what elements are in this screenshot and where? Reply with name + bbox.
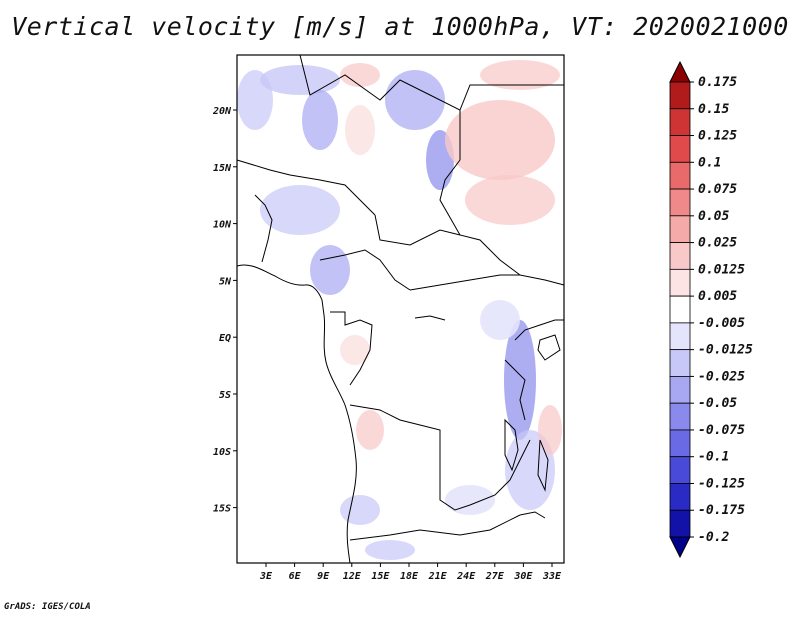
border-libya-egypt	[459, 84, 564, 111]
longitude-axis: 3E 6E 9E 12E 15E 18E 21E 24E 27E 30E 33E	[259, 563, 562, 582]
lat-tick-label: 20N	[212, 106, 232, 117]
atlantic-coastline	[236, 264, 357, 564]
colorbar-label: 0.1	[698, 155, 721, 170]
lon-tick-label: 9E	[317, 571, 330, 582]
lon-tick-label: 12E	[343, 571, 362, 582]
colorbar-label: -0.005	[698, 316, 745, 331]
colorbar-swatch	[669, 108, 691, 136]
colorbar-label: 0.125	[698, 129, 737, 144]
lon-tick-label: 30E	[513, 571, 533, 582]
colorbar-label: -0.025	[698, 369, 745, 384]
colorbar-swatch	[669, 215, 691, 243]
border-cameroon	[319, 249, 411, 291]
border-angola	[349, 404, 471, 511]
colorbar-swatch	[669, 402, 691, 431]
lat-tick-label: 10S	[213, 447, 231, 458]
colorbar-label: 0.15	[698, 102, 729, 117]
lake-kariba	[519, 511, 546, 519]
colorbar-swatch	[669, 268, 691, 297]
lon-tick-label: 3E	[259, 571, 273, 582]
lon-tick-label: 21E	[428, 571, 448, 582]
colorbar-label: 0.175	[698, 75, 737, 90]
colorbar-swatch	[669, 161, 691, 190]
colorbar-swatch	[669, 456, 691, 484]
lat-tick-label: 5N	[219, 276, 232, 287]
colorbar-swatch	[669, 295, 691, 324]
colorbar-swatch	[669, 135, 691, 163]
map-frame	[236, 54, 565, 564]
country-borders	[236, 54, 565, 564]
latitude-axis: 20N 15N 10N 5N EQ 5S 10S 15S	[212, 106, 237, 515]
colorbar-label: 0.025	[698, 236, 737, 251]
colorbar-arrow-bottom	[669, 536, 691, 559]
colorbar-label: 0.05	[698, 209, 729, 224]
border-gabon-congo	[330, 311, 373, 386]
lon-tick-label: 24E	[456, 571, 476, 582]
colorbar-label: 0.0125	[698, 262, 745, 277]
border-tanzania	[504, 359, 526, 421]
colorbar-label: -0.2	[698, 530, 729, 545]
lat-tick-label: 10N	[213, 220, 232, 231]
lake-tanganyika	[504, 418, 519, 472]
border-zambia	[469, 439, 531, 506]
colorbar-swatch	[669, 509, 691, 538]
colorbar-label: -0.05	[698, 396, 737, 411]
border-chad-car	[374, 214, 461, 246]
colorbar-swatch	[669, 349, 691, 377]
border-uganda	[514, 319, 564, 341]
colorbar: 0.175 0.15 0.125 0.1 0.075 0.05 0.025 0.0125 0.0…	[669, 60, 753, 559]
lon-tick-label: 6E	[289, 571, 302, 582]
congo-river	[414, 315, 446, 321]
colorbar-label: -0.1	[698, 450, 729, 465]
colorbar-swatch	[669, 81, 691, 110]
lake-malawi	[537, 439, 549, 492]
border-nigeria-west	[254, 194, 273, 263]
lake-victoria	[537, 334, 561, 361]
border-sahel	[236, 159, 376, 216]
lat-tick-label: 15N	[213, 163, 232, 174]
colorbar-swatch	[669, 429, 691, 458]
colorbar-swatch	[669, 242, 691, 270]
border-car-drc	[409, 274, 565, 291]
colorbar-swatch	[669, 483, 691, 511]
colorbar-arrow-top	[669, 60, 691, 83]
velocity-field	[237, 60, 562, 560]
lon-tick-label: 15E	[371, 571, 390, 582]
border-north	[299, 54, 461, 160]
colorbar-swatch	[669, 322, 691, 351]
lat-tick-label: EQ	[219, 333, 231, 344]
colorbar-swatch	[669, 188, 691, 217]
colorbar-label: -0.0125	[698, 343, 753, 358]
lat-tick-label: 15S	[213, 504, 231, 515]
lat-tick-label: 5S	[219, 390, 231, 401]
footer-credit: GrADS: IGES/COLA	[4, 602, 91, 612]
colorbar-label: 0.005	[698, 289, 737, 304]
colorbar-label: -0.175	[698, 503, 745, 518]
colorbar-label: -0.125	[698, 476, 745, 491]
lon-tick-label: 27E	[485, 571, 505, 582]
lon-tick-label: 18E	[400, 571, 419, 582]
lon-tick-label: 33E	[542, 571, 562, 582]
border-namibia	[349, 514, 521, 541]
colorbar-label: 0.075	[698, 182, 737, 197]
colorbar-swatch	[669, 376, 691, 404]
page-title: Vertical velocity [m/s] at 1000hPa, VT: …	[11, 12, 789, 41]
map-panel	[236, 54, 565, 564]
colorbar-label: -0.075	[698, 423, 745, 438]
